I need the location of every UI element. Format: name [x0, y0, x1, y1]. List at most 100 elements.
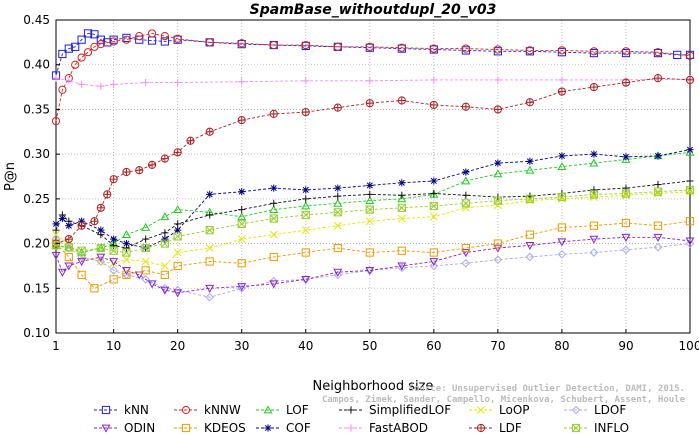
data-point [476, 423, 486, 433]
data-point [526, 157, 534, 165]
legend-label: SimplifiedLOF [369, 403, 451, 417]
series-ldf [51, 74, 695, 248]
data-point [160, 270, 169, 279]
data-point [429, 100, 438, 110]
x-tick-label: 90 [618, 339, 633, 353]
legend-label: LOF [286, 403, 309, 417]
data-point [77, 221, 86, 230]
data-point [96, 253, 106, 262]
series-layer [51, 29, 695, 302]
data-point [135, 31, 144, 41]
data-point [83, 48, 93, 57]
data-point [493, 255, 503, 264]
data-point [122, 248, 131, 257]
legend-label: LoOP [499, 403, 530, 417]
data-point [173, 285, 182, 295]
data-point [397, 43, 406, 52]
data-point [429, 201, 438, 211]
legend-label: kNNW [204, 403, 241, 417]
data-point [181, 423, 191, 433]
data-point [590, 150, 598, 158]
data-point [429, 258, 439, 267]
data-point [589, 221, 599, 230]
data-point [96, 243, 105, 253]
data-point [51, 116, 61, 126]
data-point [141, 243, 150, 253]
legend-label: KDEOS [204, 421, 246, 434]
data-point [174, 79, 182, 87]
data-point [264, 424, 272, 432]
legend-item-fastabod: FastABOD [339, 421, 428, 434]
data-point [160, 239, 169, 248]
data-point [301, 108, 310, 117]
data-point [142, 79, 150, 87]
data-point [397, 246, 406, 255]
data-point [77, 258, 87, 267]
data-point [461, 249, 471, 258]
data-point [269, 252, 278, 262]
data-point [430, 189, 438, 198]
data-point [685, 239, 695, 248]
data-point [101, 405, 111, 415]
data-point [430, 177, 438, 185]
data-point [622, 184, 630, 192]
data-point [654, 189, 662, 198]
data-point [429, 261, 439, 271]
data-point [365, 99, 374, 108]
plot-frame [55, 19, 691, 334]
data-point [110, 235, 118, 243]
data-point [302, 195, 310, 203]
data-point [622, 191, 630, 200]
data-point [333, 208, 342, 217]
data-point [58, 49, 67, 59]
series-line [55, 238, 691, 298]
x-tick-label: 70 [490, 339, 505, 353]
x-tick-label: 40 [298, 339, 313, 353]
legend-item-knnw: kNNW [174, 403, 241, 417]
data-point [142, 235, 150, 243]
legend-item-ldof: LDOF [564, 403, 626, 417]
series-line [55, 220, 691, 289]
x-tick-label: 50 [362, 339, 377, 353]
data-point [64, 252, 73, 262]
data-point [238, 78, 246, 86]
data-point [621, 233, 631, 242]
data-point [557, 194, 566, 203]
data-point [65, 77, 73, 85]
chart-title: SpamBase_withoutdupl_20_v03 [250, 2, 497, 18]
data-point [147, 160, 157, 169]
data-point [429, 248, 438, 257]
data-point [122, 255, 131, 264]
data-point [103, 190, 112, 199]
x-tick-label: 100 [679, 339, 699, 353]
data-point [557, 238, 567, 247]
data-point [52, 226, 60, 234]
data-point [333, 270, 343, 280]
data-point [269, 40, 278, 50]
data-point [493, 169, 503, 178]
data-point [121, 229, 131, 239]
data-point [397, 262, 407, 271]
data-point [334, 192, 342, 200]
data-point [653, 74, 663, 83]
data-point [237, 212, 247, 221]
data-point [181, 405, 191, 415]
y-tick-label: 0.40 [23, 58, 50, 72]
data-point [429, 44, 438, 53]
data-point [58, 85, 67, 94]
data-point [397, 263, 407, 273]
legend-item-ldf: LDF [469, 421, 522, 434]
data-point [493, 196, 502, 205]
data-point [64, 262, 74, 271]
series-line [55, 236, 691, 294]
y-tick-label: 0.35 [23, 102, 50, 116]
data-point [333, 103, 342, 112]
data-point [525, 194, 534, 203]
data-point [461, 243, 470, 253]
data-point [558, 76, 566, 84]
data-point [525, 98, 534, 107]
data-point [173, 34, 182, 43]
data-point [462, 168, 470, 176]
data-point [557, 223, 567, 232]
data-point [96, 35, 105, 44]
